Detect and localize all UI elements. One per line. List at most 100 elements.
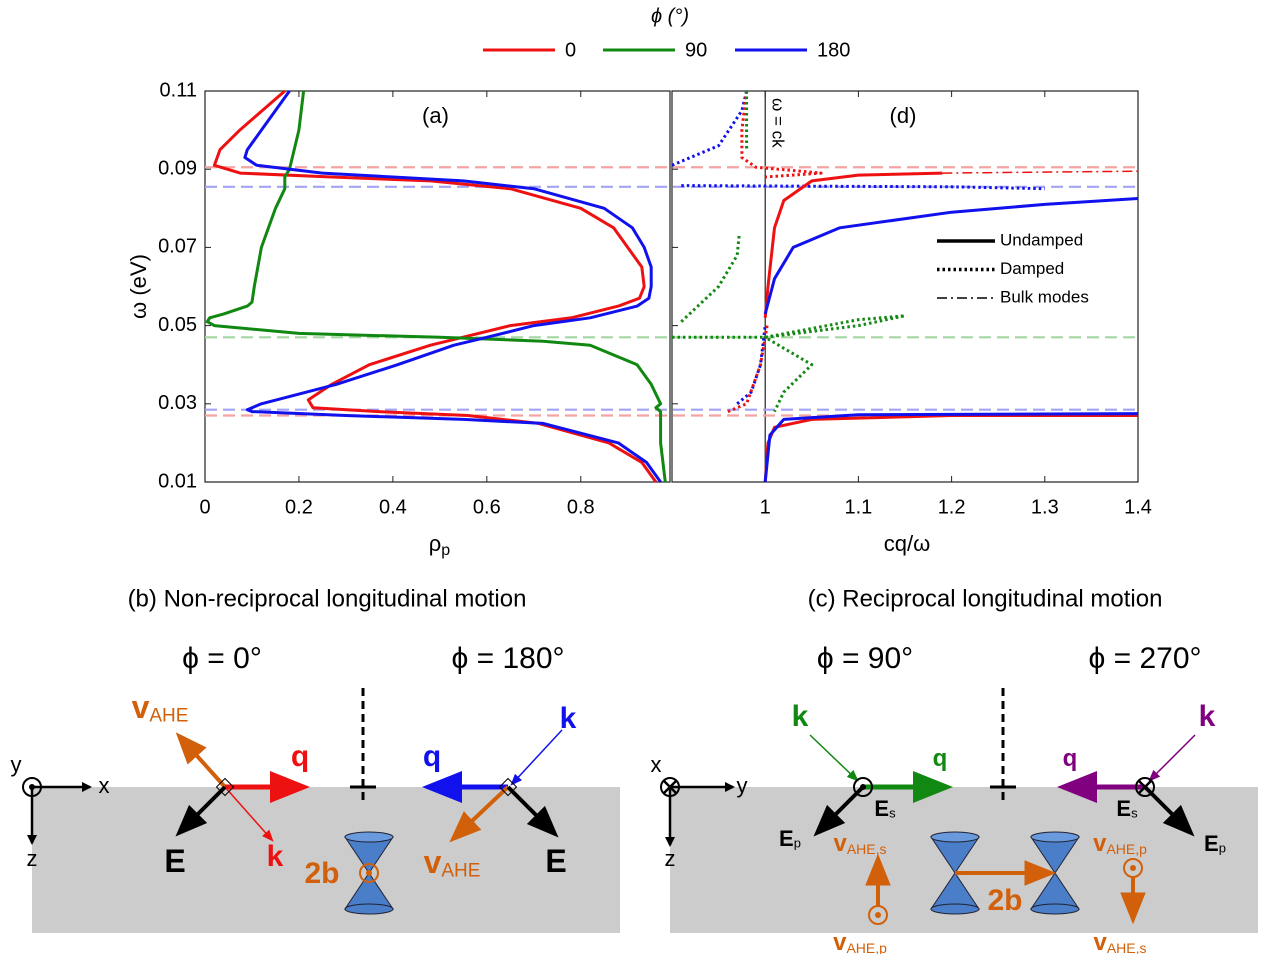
y-tick-label: 0.11 xyxy=(160,79,197,101)
diagram-label: vAHE xyxy=(132,689,189,726)
diagram-label-sub: AHE xyxy=(149,705,188,726)
legend-label: Undamped xyxy=(1000,230,1083,249)
diagram-heading: ϕ = 270° xyxy=(1088,642,1201,675)
diagram-label: z xyxy=(665,846,676,871)
diagram-label: y xyxy=(737,773,748,798)
diagram-label: x xyxy=(651,752,662,777)
x-axis-label-sub: p xyxy=(441,542,450,559)
diagram-heading: ϕ = 0° xyxy=(182,642,262,675)
arrow xyxy=(180,737,225,787)
diagram-label-main: k xyxy=(560,702,577,735)
x-tick-label: 0 xyxy=(199,496,210,518)
diagram-label: E xyxy=(545,843,566,879)
diagram-label: y xyxy=(11,752,22,777)
diagram-label-sub: AHE,p xyxy=(1106,841,1147,857)
diagram-heading: ϕ = 90° xyxy=(817,642,913,675)
legend-label: 90 xyxy=(685,39,707,61)
diagram-label-main: E xyxy=(779,826,794,851)
diagram-label-main: q xyxy=(933,745,948,772)
diagram-label-main: 2b xyxy=(987,884,1022,917)
diagram-label: q xyxy=(423,740,441,773)
diagram-label-sub: p xyxy=(1219,841,1226,856)
series-line xyxy=(245,91,661,482)
diagram-label-main: k xyxy=(792,700,809,733)
diagram-label-sub: AHE xyxy=(441,860,480,881)
x-tick-label: 0.2 xyxy=(285,496,313,518)
diagram-heading: ϕ = 180° xyxy=(451,642,564,675)
diagram-label-main: z xyxy=(665,846,676,871)
diagram-label-main: k xyxy=(267,840,284,873)
legend-title: ϕ (°) xyxy=(651,5,689,27)
diagram-label-main: y xyxy=(737,773,748,798)
diagram-label-main: v xyxy=(1093,830,1107,857)
diagram-label-main: E xyxy=(874,796,889,821)
legend-label: 180 xyxy=(817,39,850,61)
series-line xyxy=(214,91,656,482)
diagram-label: k xyxy=(560,702,577,735)
diagram-label: z xyxy=(27,846,38,871)
weyl-cone xyxy=(1031,904,1079,914)
diagram-label-sub: AHE,p xyxy=(846,940,887,954)
diagram-label-sub: s xyxy=(1131,806,1138,821)
diagram-label-sub: AHE,s xyxy=(1107,940,1147,954)
diagram-label-main: v xyxy=(132,689,150,725)
y-axis-label: ω (eV) xyxy=(126,254,151,319)
x-tick-label: 1.1 xyxy=(844,496,872,518)
x-axis-label: ρp xyxy=(429,531,451,559)
diagram-label: vAHE,p xyxy=(833,929,887,954)
x-axis-label-main: ρ xyxy=(429,531,442,556)
diagram-label-main: E xyxy=(1204,831,1219,856)
diagram-label-main: v xyxy=(1093,929,1107,954)
diagram-label: E xyxy=(164,843,185,879)
series-line xyxy=(672,91,1045,404)
diagram-label-main: z xyxy=(27,846,38,871)
light-line-label: ω = ck xyxy=(769,98,788,148)
diagram-label-main: x xyxy=(651,752,662,777)
y-tick-label: 0.03 xyxy=(158,392,197,414)
diagram-title: (b) Non-reciprocal longitudinal motion xyxy=(128,585,527,612)
x-tick-label: 0.6 xyxy=(473,496,501,518)
figure: 00.20.40.60.80.010.030.050.070.090.11(a)… xyxy=(0,0,1262,954)
legend-label: Bulk modes xyxy=(1000,287,1089,306)
x-tick-label: 0.4 xyxy=(379,496,407,518)
weyl-cone xyxy=(931,904,979,914)
legend-label: Damped xyxy=(1000,259,1064,278)
y-tick-label: 0.05 xyxy=(158,314,197,336)
diagram-label-sub: p xyxy=(794,836,801,851)
diagram-label-sub: s xyxy=(889,806,896,821)
diagram-label-main: E xyxy=(545,843,566,879)
plot-frame xyxy=(205,91,670,482)
series-line xyxy=(207,91,665,482)
diagram-label-main: y xyxy=(11,752,22,777)
diagram-label: k xyxy=(267,840,284,873)
diagram-label-main: 2b xyxy=(304,857,339,890)
diagram-label-main: E xyxy=(164,843,185,879)
diagram-label: q xyxy=(933,745,948,772)
axis-symbol xyxy=(875,912,881,918)
diagram-label-main: k xyxy=(1199,700,1216,733)
panel-label: (a) xyxy=(422,103,449,128)
axis-symbol xyxy=(860,784,866,790)
diagram-label-main: v xyxy=(833,929,847,954)
arrow xyxy=(512,730,562,784)
diagram-label-main: E xyxy=(1116,796,1131,821)
diagram-label-main: q xyxy=(291,740,309,773)
diagram-label-main: q xyxy=(1063,745,1078,772)
x-tick-label: 1.3 xyxy=(1031,496,1059,518)
diagram-label: 2b xyxy=(304,857,339,890)
diagram-label: q xyxy=(1063,745,1078,772)
diagram-title: (c) Reciprocal longitudinal motion xyxy=(808,585,1163,612)
axis-symbol xyxy=(366,870,372,876)
y-tick-label: 0.07 xyxy=(158,236,197,258)
x-tick-label: 0.8 xyxy=(567,496,595,518)
x-tick-label: 1.2 xyxy=(938,496,966,518)
diagram-label: 2b xyxy=(987,884,1022,917)
x-tick-label: 1 xyxy=(760,496,771,518)
arrow xyxy=(1150,735,1195,780)
panel-label: (d) xyxy=(890,103,917,128)
y-tick-label: 0.01 xyxy=(158,470,197,492)
diagram-label-sub: AHE,s xyxy=(847,841,887,857)
axis-symbol xyxy=(1130,865,1136,871)
weyl-cone xyxy=(345,832,393,842)
x-axis-label: cq/ω xyxy=(884,531,931,556)
